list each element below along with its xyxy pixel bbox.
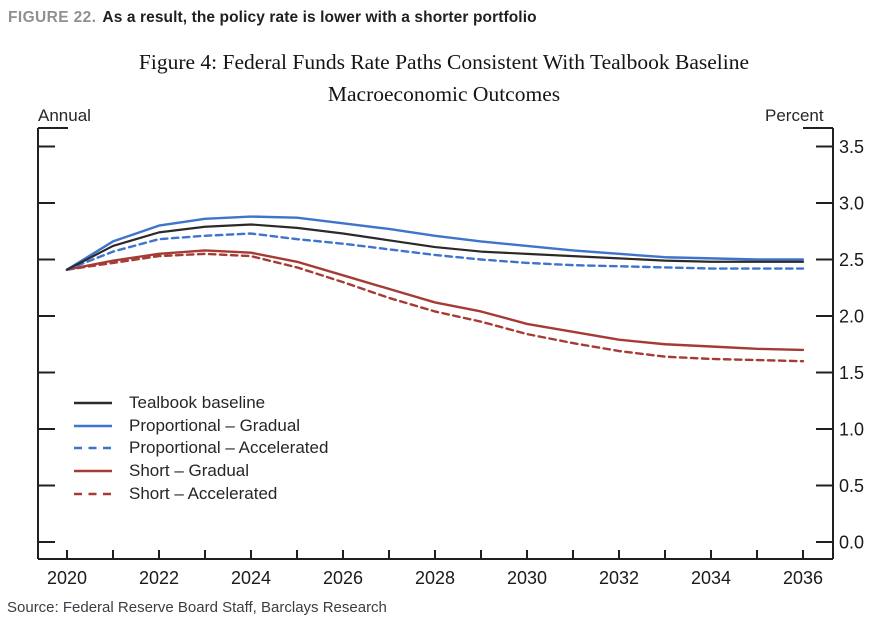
legend-swatch-dashed-line-icon bbox=[74, 492, 112, 495]
series-line-proportional-accelerated bbox=[65, 232, 805, 271]
legend-swatch-solid-line-icon bbox=[74, 469, 112, 473]
y-tick-label: 2.5 bbox=[839, 250, 864, 270]
y-axis-unit-left: Annual bbox=[38, 106, 91, 125]
legend-label: Tealbook baseline bbox=[129, 393, 266, 413]
legend-row: Proportional – Accelerated bbox=[74, 437, 328, 460]
x-tick-label: 2028 bbox=[415, 568, 455, 588]
legend: Tealbook baseline Proportional – Gradual P… bbox=[74, 392, 328, 505]
y-tick-label: 2.0 bbox=[839, 307, 864, 327]
series-line-short-gradual bbox=[65, 249, 805, 352]
x-tick-label: 2030 bbox=[507, 568, 547, 588]
legend-row: Tealbook baseline bbox=[74, 392, 328, 415]
source-note: Source: Federal Reserve Board Staff, Bar… bbox=[7, 599, 387, 616]
legend-label: Proportional – Gradual bbox=[129, 415, 301, 435]
legend-row: Proportional – Gradual bbox=[74, 415, 328, 438]
y-axis-unit-right: Percent bbox=[765, 106, 824, 125]
legend-row: Short – Accelerated bbox=[74, 482, 328, 505]
legend-swatch-dashed-line-icon bbox=[74, 447, 112, 450]
x-tick-label: 2020 bbox=[47, 568, 87, 588]
y-tick-label: 3.5 bbox=[839, 137, 864, 157]
y-tick-label: 0.0 bbox=[839, 533, 864, 553]
x-tick-label: 2032 bbox=[599, 568, 639, 588]
x-tick-label: 2034 bbox=[691, 568, 731, 588]
x-tick-label: 2024 bbox=[231, 568, 271, 588]
series-line-short-accelerated bbox=[65, 252, 805, 363]
chart-title-line2: Macroeconomic Outcomes bbox=[327, 82, 561, 106]
x-tick-label: 2022 bbox=[139, 568, 179, 588]
figure-number-label: FIGURE 22. bbox=[8, 9, 97, 26]
legend-row: Short – Gradual bbox=[74, 460, 328, 483]
legend-label: Proportional – Accelerated bbox=[129, 438, 329, 458]
figure-header-title: As a result, the policy rate is lower wi… bbox=[102, 9, 537, 26]
series-line-tealbook-baseline bbox=[65, 223, 805, 271]
x-tick-label: 2036 bbox=[783, 568, 823, 588]
chart-title: Figure 4: Federal Funds Rate Paths Consi… bbox=[0, 46, 888, 110]
x-tick-label: 2026 bbox=[323, 568, 363, 588]
legend-label: Short – Gradual bbox=[129, 461, 250, 481]
y-tick-label: 1.0 bbox=[839, 420, 864, 440]
y-tick-label: 1.5 bbox=[839, 363, 864, 383]
legend-swatch-solid-line-icon bbox=[74, 424, 112, 428]
legend-swatch-solid-line-icon bbox=[74, 401, 112, 405]
y-tick-label: 0.5 bbox=[839, 476, 864, 496]
y-tick-label: 3.0 bbox=[839, 194, 864, 214]
figure-header: FIGURE 22. As a result, the policy rate i… bbox=[8, 9, 537, 27]
chart-title-line1: Figure 4: Federal Funds Rate Paths Consi… bbox=[138, 50, 750, 74]
legend-label: Short – Accelerated bbox=[129, 483, 278, 503]
series-line-proportional-gradual bbox=[65, 215, 805, 271]
